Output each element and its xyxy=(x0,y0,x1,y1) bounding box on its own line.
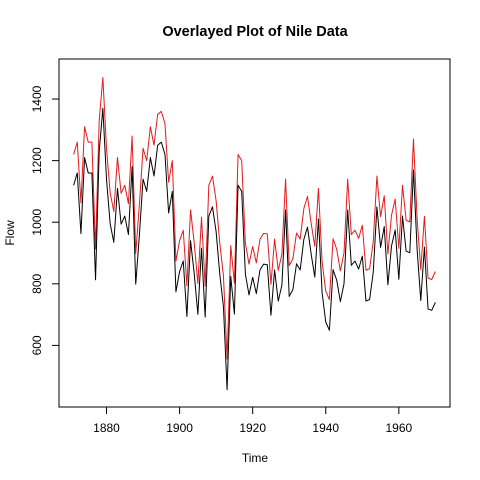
chart-title: Overlayed Plot of Nile Data xyxy=(162,24,348,40)
y-tick-label: 600 xyxy=(30,335,44,355)
x-tick-label: 1920 xyxy=(239,421,266,435)
x-tick-label: 1880 xyxy=(93,421,120,435)
series-layer xyxy=(73,76,436,391)
x-tick-label: 1960 xyxy=(385,421,412,435)
x-tick-label: 1900 xyxy=(166,421,193,435)
y-tick-label: 800 xyxy=(30,273,44,293)
x-tick-label: 1940 xyxy=(312,421,339,435)
series-line-black xyxy=(73,107,436,391)
series-line-red xyxy=(73,76,436,360)
y-axis-label: Flow xyxy=(3,220,17,246)
y-tick-label: 1400 xyxy=(30,85,44,112)
y-tick-label: 1200 xyxy=(30,147,44,174)
plot-frame xyxy=(58,58,451,408)
y-tick-label: 1000 xyxy=(30,209,44,236)
y-axis: 600 800 1000 1200 1400 xyxy=(30,85,60,355)
x-axis-label: Time xyxy=(242,451,269,465)
x-axis: 1880 1900 1920 1940 1960 xyxy=(93,406,413,435)
